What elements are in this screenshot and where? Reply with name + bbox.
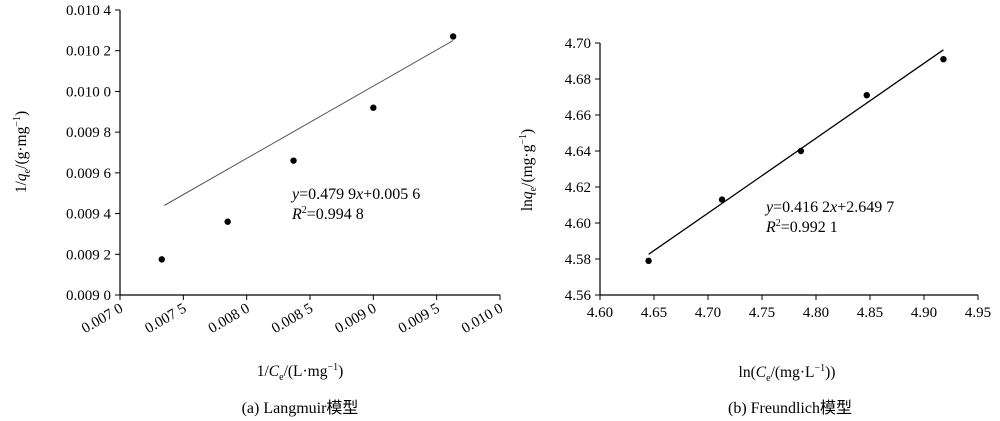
x-tick-label: 0.009 0 xyxy=(332,301,379,337)
x-tick-label: 0.007 5 xyxy=(142,301,189,337)
y-tick-label: 4.58 xyxy=(565,252,591,268)
data-point xyxy=(863,92,870,99)
x-tick-label: 4.65 xyxy=(641,305,667,321)
y-tick-label: 4.68 xyxy=(565,72,591,88)
y-tick-label: 0.009 6 xyxy=(66,166,112,182)
chart-caption: (b) Freundlich模型 xyxy=(728,399,852,417)
fit-line xyxy=(648,49,944,255)
x-tick-label: 4.95 xyxy=(965,305,991,321)
x-tick-label: 4.60 xyxy=(587,305,613,321)
chart-caption: (a) Langmuir模型 xyxy=(242,399,359,417)
y-tick-label: 4.62 xyxy=(565,180,591,196)
langmuir-chart: 0.009 0 0.009 2 0.009 4 0.009 6 0.009 8 0.010… xyxy=(12,3,506,417)
data-point xyxy=(290,157,297,164)
y-tick-label: 4.70 xyxy=(565,36,591,52)
data-point xyxy=(718,196,726,203)
data-point xyxy=(645,257,652,264)
x-tick-label: 4.75 xyxy=(749,305,775,321)
r-squared: R2=0.992 1 xyxy=(765,218,838,236)
y-axis-label: 1/qe/(g·mg−1) xyxy=(12,111,33,193)
y-tick-label: 4.64 xyxy=(565,144,592,160)
r-squared: R2=0.994 8 xyxy=(291,205,364,223)
x-tick-label: 4.80 xyxy=(803,305,829,321)
x-tick-label: 0.008 0 xyxy=(206,301,253,337)
y-tick-label: 0.010 4 xyxy=(66,3,112,19)
y-tick-label: 0.010 0 xyxy=(66,84,111,100)
x-axis-label: ln(Ce/(mg·L−1)) xyxy=(739,363,836,384)
x-axis-label: 1/Ce/(L·mg−1) xyxy=(257,362,344,383)
data-point xyxy=(797,147,805,155)
x-tick-label: 0.010 0 xyxy=(459,301,506,337)
x-tick-label: 4.90 xyxy=(911,305,937,321)
y-tick-label: 0.009 0 xyxy=(66,288,111,304)
freundlich-chart: 4.56 4.58 4.60 4.62 4.64 4.66 4.68 4.70 4.60 4.6… xyxy=(518,36,991,417)
x-tick-label: 4.70 xyxy=(695,305,721,321)
data-point xyxy=(224,218,231,225)
fit-equation: y=0.479 9x+0.005 6 xyxy=(290,186,420,203)
data-point xyxy=(449,33,457,40)
data-point xyxy=(158,256,165,263)
x-tick-label: 0.009 5 xyxy=(396,301,443,337)
y-tick-label: 0.010 2 xyxy=(66,44,111,60)
x-tick-label: 4.85 xyxy=(857,305,883,321)
y-tick-label: 4.66 xyxy=(565,108,592,124)
x-tick-label: 0.007 0 xyxy=(79,301,126,337)
fit-equation: y=0.416 2x+2.649 7 xyxy=(764,199,894,216)
y-tick-label: 4.56 xyxy=(565,288,592,304)
fit-line xyxy=(164,40,454,206)
y-tick-label: 4.60 xyxy=(565,216,591,232)
data-point xyxy=(940,56,947,63)
y-tick-label: 0.009 8 xyxy=(66,125,111,141)
x-tick-label: 0.008 5 xyxy=(269,301,316,337)
y-tick-label: 0.009 4 xyxy=(66,207,112,223)
data-point xyxy=(370,104,377,111)
y-tick-label: 0.009 2 xyxy=(66,247,111,263)
y-axis-label: lnqe/(mg·g−1) xyxy=(518,129,539,211)
